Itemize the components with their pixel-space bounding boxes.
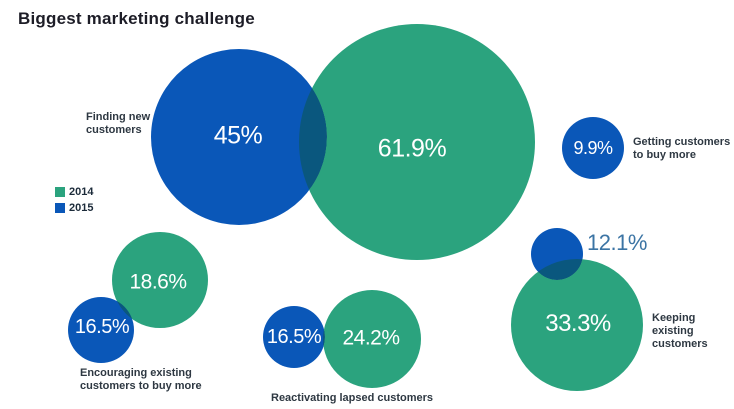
value-label-finding-new-customers-2015: 45%: [213, 121, 263, 150]
value-label-getting-customers-to-buy-more-2015: 9.9%: [573, 138, 613, 158]
legend-label-2015: 2015: [69, 201, 94, 214]
legend-item-2015: 2015: [55, 200, 93, 216]
value-label-reactivating-lapsed-2015: 16.5%: [266, 326, 322, 348]
category-label-reactivating-lapsed: Reactivating lapsed customers: [271, 392, 434, 404]
bubble-finding-new-customers-2015: [151, 49, 327, 225]
chart-title: Biggest marketing challenge: [18, 9, 255, 28]
value-label-encouraging-existing-2015: 16.5%: [74, 316, 130, 338]
category-label-keeping-existing: Keeping existing customers: [652, 312, 708, 350]
legend-swatch-2014-icon: [55, 187, 65, 197]
legend-swatch-2015-icon: [55, 203, 65, 213]
bubble-getting-customers-to-buy-more-2015: [562, 117, 624, 179]
value-label-keeping-existing-2014: 33.3%: [545, 310, 611, 337]
bubble-keeping-existing-2014: [511, 259, 643, 391]
bubble-encouraging-existing-2015: [68, 297, 134, 363]
value-label-reactivating-lapsed-2014: 24.2%: [342, 326, 400, 350]
category-label-finding-new-customers: Finding new customers: [86, 111, 151, 136]
legend-item-2014: 2014: [55, 184, 93, 200]
value-label-encouraging-existing-2014: 18.6%: [129, 270, 187, 294]
value-label-keeping-existing-2015: 12.1%: [587, 230, 647, 255]
legend-label-2014: 2014: [69, 185, 94, 198]
category-label-getting-customers-to-buy-more: Getting customers to buy more: [633, 136, 731, 161]
bubble-finding-new-customers-2014: [299, 24, 535, 260]
bubble-reactivating-lapsed-2014: [323, 290, 421, 388]
legend: 2014 2015: [55, 184, 93, 216]
category-label-encouraging-existing: Encouraging existing customers to buy mo…: [80, 367, 202, 392]
bubble-reactivating-lapsed-2015: [263, 306, 325, 368]
value-label-finding-new-customers-2014: 61.9%: [377, 134, 447, 163]
